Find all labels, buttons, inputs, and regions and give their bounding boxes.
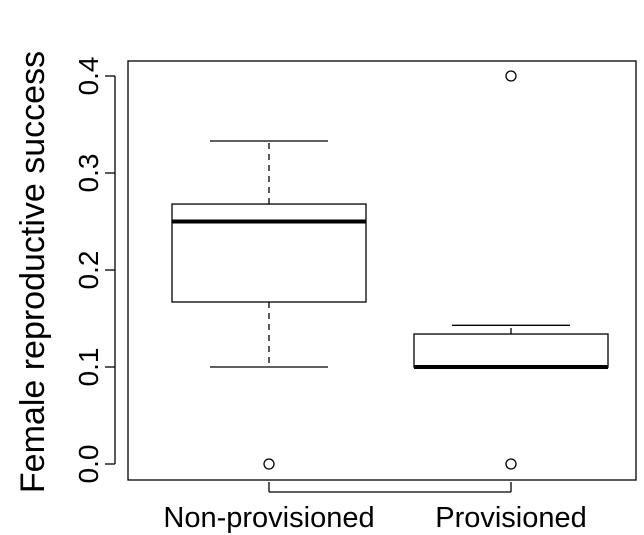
boxes	[171, 70, 609, 470]
y-axis: 0.0 0.1 0.2 0.3 0.4	[73, 57, 116, 484]
box-group	[413, 70, 609, 470]
x-axis: Non-provisioned Provisioned	[163, 482, 587, 534]
y-tick-label: 0.0	[73, 445, 104, 484]
y-tick-label: 0.1	[73, 348, 104, 387]
y-tick-label: 0.4	[73, 57, 104, 96]
box-rect	[171, 203, 367, 303]
outlier-point	[263, 458, 275, 470]
box-rect	[413, 333, 609, 368]
plot-frame	[127, 60, 637, 481]
outlier-point	[505, 458, 517, 470]
box-group	[171, 140, 367, 470]
y-tick-label: 0.2	[73, 251, 104, 290]
y-axis-title: Female reproductive success	[14, 51, 52, 493]
outlier-point	[505, 70, 517, 82]
x-tick-label: Provisioned	[435, 502, 587, 534]
y-tick-label: 0.3	[73, 154, 104, 193]
x-tick-label: Non-provisioned	[163, 502, 374, 534]
